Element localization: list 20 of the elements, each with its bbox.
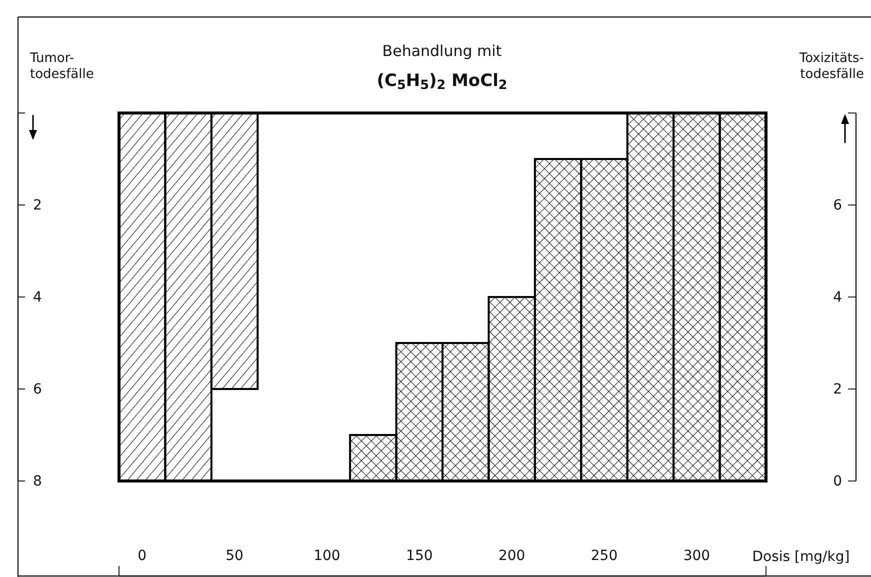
y2-tick-label: 0: [833, 473, 842, 490]
x-tick-label: 200: [498, 548, 526, 564]
x-tick-label: 100: [314, 548, 340, 564]
y-tick-label: 8: [33, 473, 42, 490]
x-tick-label: 0: [138, 548, 147, 564]
y2-tick-label: 6: [833, 197, 842, 214]
x-tick-label: 300: [683, 548, 710, 564]
x-axis-title: Dosis [mg/kg]: [752, 549, 850, 565]
y2-tick-label: 4: [833, 289, 842, 306]
x-tick-label: 50: [226, 548, 244, 564]
y2-axis-title: Toxizitäts-todesfälle: [798, 51, 864, 82]
chart-title: Behandlung mit: [382, 42, 502, 60]
y2-tick-label: 2: [833, 381, 842, 398]
x-tick-label: 150: [406, 548, 433, 564]
y-tick-label: 2: [33, 197, 42, 214]
y-axis-title: Tumor-todesfälle: [29, 51, 94, 82]
y-tick-label: 4: [33, 289, 42, 306]
y-tick-label: 6: [33, 381, 42, 398]
chart-subtitle: (C$_{5}$H$_{5}$)$_{2}$ MoCl$_{2}$: [376, 71, 508, 94]
x-tick-label: 250: [590, 548, 618, 564]
